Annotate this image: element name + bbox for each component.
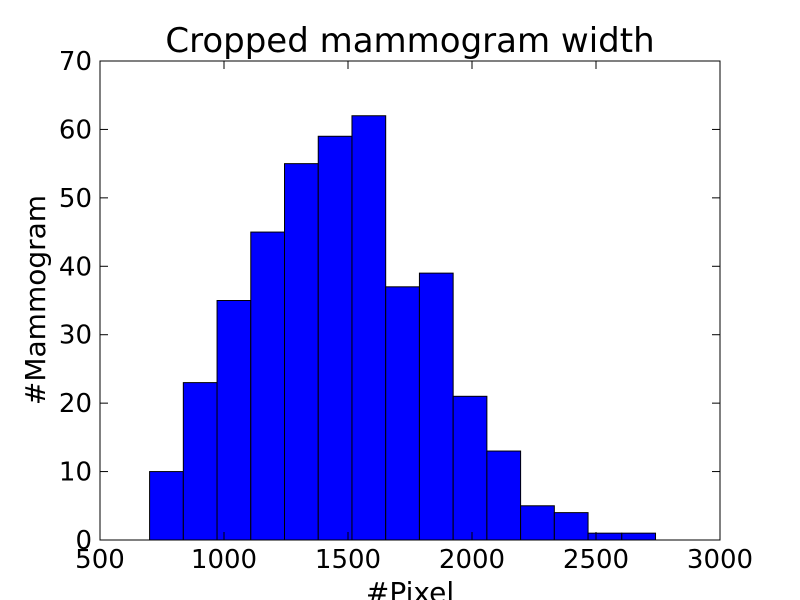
x-axis-label: #Pixel	[366, 576, 454, 600]
y-tick-label: 30	[59, 321, 92, 351]
y-tick-label: 20	[59, 389, 92, 419]
chart-title: Cropped mammogram width	[165, 21, 654, 61]
y-axis-label: #Mammogram	[19, 195, 52, 405]
x-tick-label: 2000	[439, 545, 505, 575]
bar	[284, 163, 319, 541]
bar	[587, 532, 623, 541]
bar	[182, 382, 218, 541]
x-tick-label: 1000	[191, 545, 257, 575]
y-tick-label: 60	[59, 115, 92, 145]
y-tick-label: 70	[59, 47, 92, 77]
y-tick-label: 0	[75, 526, 92, 556]
bar	[553, 512, 589, 541]
x-tick-label: 2500	[563, 545, 629, 575]
bar	[418, 272, 454, 541]
y-tick-label: 50	[59, 184, 92, 214]
bar	[250, 231, 286, 541]
bar	[351, 115, 387, 541]
x-tick-label: 3000	[687, 545, 753, 575]
x-tick-label: 1500	[315, 545, 381, 575]
y-tick-label: 10	[59, 458, 92, 488]
bar	[385, 286, 420, 541]
plot-frame	[99, 60, 721, 541]
bar	[216, 300, 252, 541]
bar	[621, 532, 657, 541]
bar	[520, 505, 555, 541]
bar	[317, 135, 353, 541]
bar	[149, 471, 184, 541]
bar	[486, 450, 522, 541]
y-tick-label: 40	[59, 252, 92, 282]
x-tick-label: 500	[75, 545, 125, 575]
bar	[452, 395, 488, 541]
